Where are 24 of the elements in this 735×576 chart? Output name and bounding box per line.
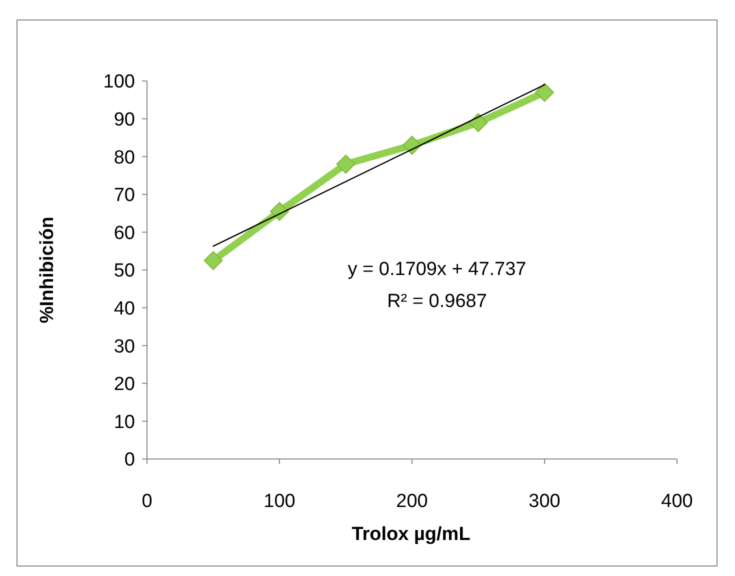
y-tick-label: 80	[114, 147, 135, 168]
point	[336, 154, 356, 174]
y-tick-label: 90	[114, 109, 135, 130]
point	[535, 82, 554, 102]
x-tick-label: 100	[264, 491, 296, 512]
annotation: R² = 0.9687	[387, 291, 487, 312]
point	[204, 251, 223, 270]
y-tick-label: 20	[114, 374, 135, 396]
annotation: y = 0.1709x + 47.737	[348, 259, 526, 280]
x-tick-label: 300	[528, 491, 560, 512]
x-tick-label: 400	[661, 491, 693, 512]
point	[468, 113, 488, 132]
y-tick-label: 100	[103, 72, 135, 93]
y-tick-label: 10	[114, 412, 135, 433]
y-tick-label: 70	[114, 185, 135, 206]
x-tick-label: 0	[142, 491, 152, 512]
y-tick-label: 0	[124, 450, 135, 471]
y-tick-label: 40	[114, 298, 135, 320]
y-axis-title: %Inhibición	[37, 216, 58, 324]
y-tick-label: 30	[114, 336, 135, 358]
x-axis-title: Trolox µg/mL	[352, 524, 471, 545]
x-tick-label: 200	[396, 491, 428, 512]
y-tick-label: 60	[114, 222, 135, 244]
y-tick-label: 50	[114, 260, 135, 282]
